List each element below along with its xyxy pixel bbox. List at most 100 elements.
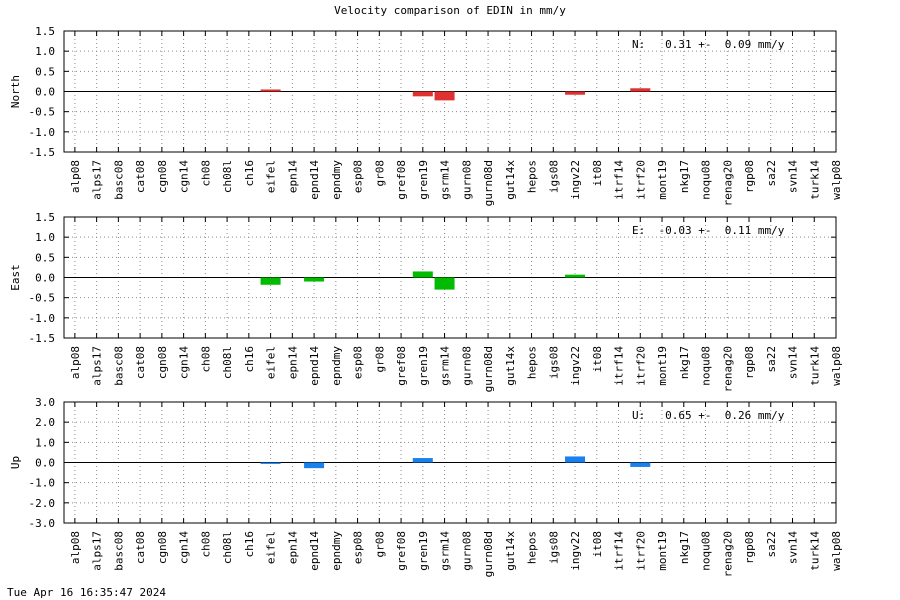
east-xtick-label: rgp08 [743,346,756,379]
east-xtick-label: ingv22 [569,346,582,386]
east-bar-eifel [260,277,281,285]
north-bar-gren19 [412,91,433,97]
north-xtick-label: ch08 [199,160,212,187]
north-xtick-label: alps17 [91,160,104,200]
east-xtick-label: gurn08d [482,346,495,392]
north-xtick-label: epn14 [286,160,299,193]
east-xtick-label: alps17 [91,346,104,386]
up-ytick-label: -1.0 [29,477,56,490]
up-xtick-label: nkg17 [678,531,691,564]
east-xtick-label: gurn08 [460,346,473,386]
up-ytick-label: 1.0 [35,436,55,449]
up-plot-border [63,401,837,524]
up-bar-ingv22 [565,456,586,463]
east-xtick-label: epndmy [330,346,343,386]
chart-title: Velocity comparison of EDIN in mm/y [334,4,566,17]
north-xtick-label: hepos [526,160,539,193]
timestamp: Tue Apr 16 16:35:47 2024 [7,586,166,599]
up-xtick-label: ch08l [221,531,234,564]
east-panel: 1.5 1.0 0.5 0.0 -0.5 -1.0 -1.5 alp08 alps17 basc0… [9,211,843,392]
up-xtick-label: hepos [526,531,539,564]
north-xtick-label: ch16 [243,160,256,187]
up-xtick-label: itrf14 [613,531,626,571]
up-xtick-label: svn14 [787,531,800,564]
east-xtick-label: eifel [265,346,278,379]
east-xtick-label: cgn08 [156,346,169,379]
north-xtick-label: svn14 [787,160,800,193]
north-annotation: N: 0.31 +- 0.09 mm/y [632,38,785,51]
north-xtick-label: gurn08d [482,160,495,206]
east-xtick-label: itrf20 [634,346,647,386]
east-xtick-label: itrf14 [613,346,626,386]
up-xtick-label: gsrm14 [439,531,452,571]
up-bar-gren19 [412,458,433,463]
north-xtick-label: rgp08 [743,160,756,193]
east-ylabel: East [9,264,22,291]
north-ytick-label: 1.5 [35,25,55,38]
north-xtick-label: noqu08 [700,160,713,200]
east-xtick-label: cgn14 [178,346,191,379]
north-xtick-label: nkg17 [678,160,691,193]
east-xtick-label: epnd14 [308,346,321,386]
north-ytick-label: 1.0 [35,45,55,58]
up-xtick-label: renag20 [721,531,734,577]
east-xtick-label: gsrm14 [439,346,452,386]
east-xtick-label: igs08 [547,346,560,379]
north-ytick-label: 0.0 [35,86,55,99]
north-xtick-label: walp08 [830,160,843,200]
up-xtick-label: epndmy [330,531,343,571]
east-xtick-label: gren19 [417,346,430,386]
up-ytick-label: 2.0 [35,416,55,429]
east-bar-gsrm14 [434,277,455,290]
north-xtick-label: renag20 [721,160,734,206]
up-xtick-label: igs08 [547,531,560,564]
up-ytick-label: 0.0 [35,457,55,470]
up-xtick-label: gut14x [504,531,517,571]
up-xtick-label: ch16 [243,531,256,558]
east-xtick-label: ch16 [243,346,256,373]
east-ytick-label: 0.0 [35,272,55,285]
north-xtick-label: itrf20 [634,160,647,200]
north-xtick-label: it08 [591,160,604,187]
up-xtick-label: alp08 [69,531,82,564]
east-bar-ingv22 [565,274,586,278]
north-bar-itrf20 [630,88,651,92]
up-xtick-label: esp08 [352,531,365,564]
north-ytick-label: -1.5 [29,146,56,159]
east-xtick-label: noqu08 [700,346,713,386]
north-xtick-label: gref08 [395,160,408,200]
north-xtick-label: ingv22 [569,160,582,200]
east-xtick-label: gut14x [504,346,517,386]
north-ytick-label: -0.5 [29,106,56,119]
north-xtick-label: itrf14 [613,160,626,200]
up-xtick-label: gurn08 [460,531,473,571]
up-bar-epnd14 [304,462,325,469]
north-xtick-label: alp08 [69,160,82,193]
east-xtick-label: gr08 [373,346,386,373]
east-xtick-label: basc08 [112,346,125,386]
north-xtick-label: epndmy [330,160,343,200]
east-xtick-label: nkg17 [678,346,691,379]
east-ytick-label: 0.5 [35,251,55,264]
east-xtick-label: ch08 [199,346,212,373]
east-xtick-label: svn14 [787,346,800,379]
up-xtick-label: sa22 [765,531,778,558]
east-annotation: E: -0.03 +- 0.11 mm/y [632,224,785,237]
up-xtick-label: cgn08 [156,531,169,564]
north-xtick-label: gr08 [373,160,386,187]
north-xtick-label: gurn08 [460,160,473,200]
up-ytick-label: 3.0 [35,396,55,409]
up-xtick-label: alps17 [91,531,104,571]
up-xtick-label: eifel [265,531,278,564]
up-xtick-label: noqu08 [700,531,713,571]
north-bar-gsrm14 [434,91,455,101]
east-bar-epnd14 [304,277,325,282]
east-ytick-label: -0.5 [29,292,56,305]
north-xtick-label: cat08 [134,160,147,193]
north-plot-border [63,30,837,153]
north-xtick-label: gut14x [504,160,517,200]
up-ylabel: Up [9,456,22,469]
north-ytick-label: 0.5 [35,65,55,78]
east-xtick-label: walp08 [830,346,843,386]
